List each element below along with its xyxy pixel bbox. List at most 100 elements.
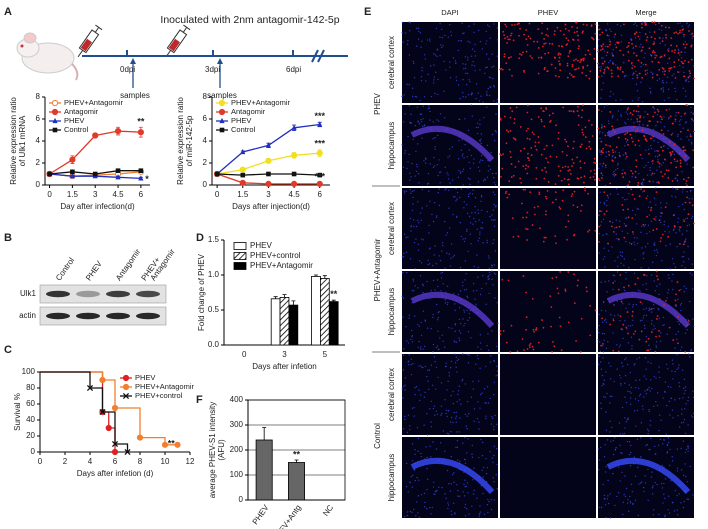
dapi-signal — [681, 191, 684, 193]
phev-signal — [611, 149, 614, 152]
dapi-signal — [485, 365, 487, 368]
dapi-signal — [676, 470, 679, 472]
dapi-signal — [407, 135, 409, 138]
dapi-signal — [688, 80, 690, 83]
dapi-signal — [479, 69, 481, 71]
dapi-signal — [445, 365, 447, 368]
dapi-signal — [604, 396, 606, 398]
dapi-signal — [412, 278, 414, 280]
lane-label: Control — [54, 256, 76, 282]
dapi-signal — [401, 255, 404, 258]
dapi-signal — [685, 448, 688, 451]
dapi-signal — [455, 446, 457, 449]
phev-signal — [635, 165, 638, 168]
dapi-signal — [681, 233, 683, 235]
dapi-signal — [428, 388, 430, 390]
phev-signal — [547, 34, 549, 37]
phev-signal — [612, 319, 615, 322]
dapi-signal — [637, 289, 640, 291]
dapi-signal — [432, 407, 435, 410]
phev-signal — [677, 315, 679, 318]
dapi-signal — [612, 439, 615, 442]
phev-signal — [544, 42, 547, 45]
dapi-signal — [628, 441, 631, 443]
dapi-signal — [690, 349, 693, 351]
dapi-signal — [673, 73, 675, 75]
phev-signal — [669, 67, 672, 70]
dapi-signal — [677, 217, 680, 220]
phev-signal — [631, 140, 634, 143]
dapi-signal — [653, 197, 656, 199]
dapi-signal — [647, 224, 650, 227]
phev-signal — [641, 129, 644, 131]
dapi-signal — [649, 390, 651, 392]
dapi-signal — [465, 96, 467, 98]
phev-signal — [558, 52, 560, 55]
dapi-signal — [461, 378, 464, 381]
dapi-signal — [613, 175, 616, 177]
dapi-signal — [488, 76, 491, 78]
dapi-signal — [459, 196, 461, 199]
phev-signal — [580, 116, 583, 119]
phev-signal — [576, 27, 579, 29]
dapi-signal — [440, 414, 442, 416]
phev-signal — [668, 57, 671, 60]
dapi-signal — [467, 129, 470, 132]
dapi-signal — [683, 408, 686, 410]
dapi-signal — [487, 498, 489, 501]
phev-signal — [566, 62, 569, 65]
dapi-signal — [680, 502, 682, 504]
dapi-signal — [488, 271, 491, 274]
dapi-signal — [401, 31, 403, 34]
phev-signal — [564, 23, 567, 26]
dapi-signal — [463, 309, 465, 311]
dapi-signal — [603, 106, 606, 108]
dapi-signal — [650, 147, 653, 150]
phev-signal — [533, 133, 535, 136]
phev-signal — [529, 342, 532, 345]
dapi-signal — [410, 192, 412, 195]
phev-signal — [683, 220, 686, 223]
phev-signal — [567, 220, 570, 223]
phev-signal — [602, 151, 604, 154]
phev-signal — [530, 118, 533, 121]
dapi-signal — [478, 428, 480, 430]
phev-signal — [645, 140, 648, 142]
dapi-signal — [454, 324, 456, 326]
phev-signal — [598, 28, 600, 31]
dapi-signal — [404, 152, 406, 155]
phev-signal — [632, 72, 635, 75]
dapi-signal — [660, 88, 662, 91]
dapi-signal — [629, 325, 632, 327]
phev-signal — [556, 287, 559, 290]
dapi-signal — [601, 321, 604, 323]
bar — [288, 462, 305, 501]
dapi-signal — [477, 380, 480, 382]
dapi-signal — [417, 27, 420, 30]
dapi-signal — [628, 384, 630, 386]
dapi-signal — [619, 444, 621, 447]
dapi-signal — [690, 350, 692, 352]
phev-signal — [678, 289, 681, 292]
phev-signal — [538, 141, 540, 144]
phev-signal — [567, 321, 570, 324]
phev-signal — [579, 61, 582, 64]
dapi-signal — [423, 54, 426, 56]
phev-signal — [535, 327, 538, 329]
dapi-signal — [605, 371, 607, 373]
phev-signal — [541, 32, 543, 35]
dapi-signal — [644, 327, 646, 329]
dapi-signal — [455, 415, 458, 417]
phev-signal — [658, 329, 660, 332]
dapi-signal — [489, 168, 492, 171]
phev-signal — [522, 165, 525, 168]
dapi-signal — [466, 508, 468, 510]
dapi-signal — [628, 303, 630, 305]
dapi-signal — [463, 240, 466, 243]
phev-signal — [683, 75, 686, 78]
dapi-signal — [685, 182, 687, 185]
dapi-signal — [637, 99, 639, 101]
dapi-signal — [464, 143, 466, 146]
dapi-signal — [463, 207, 465, 209]
dapi-signal — [650, 174, 653, 176]
